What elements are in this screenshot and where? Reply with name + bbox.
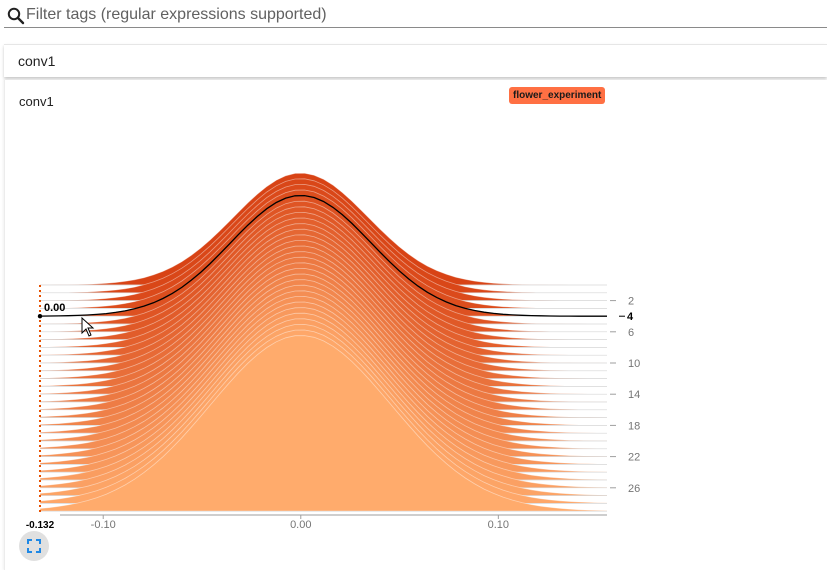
tag-group-title: conv1 <box>18 53 56 69</box>
tag-group-header[interactable]: conv1 <box>4 44 827 77</box>
y-tick-label: 6 <box>628 327 634 339</box>
hover-overlay: 0.00 4 -0.132 <box>26 194 634 531</box>
histogram-slice <box>39 335 608 512</box>
tag-filter-input[interactable] <box>26 4 816 26</box>
y-tick-label: 2 <box>628 296 634 308</box>
fullscreen-icon <box>27 539 41 553</box>
hover-step-line <box>39 194 607 317</box>
mouse-cursor-icon <box>81 316 95 337</box>
card-title: conv1 <box>19 94 54 109</box>
filter-underline <box>4 27 827 28</box>
x-axis: -0.10 0.00 0.10 <box>60 514 607 531</box>
y-tick-label: 14 <box>628 389 640 401</box>
x-tick-label: 0.10 <box>488 519 509 531</box>
search-icon <box>7 7 25 25</box>
tag-filter-bar <box>0 0 827 32</box>
hover-step-label: 4 <box>627 311 634 323</box>
y-tick-label: 18 <box>628 420 640 432</box>
fullscreen-button[interactable] <box>19 531 49 561</box>
hover-value-label: 0.00 <box>44 302 65 314</box>
y-tick-label: 26 <box>628 483 640 495</box>
y-tick-label: 10 <box>628 358 640 370</box>
hover-x-label: -0.132 <box>26 520 55 531</box>
x-tick-label: 0.00 <box>290 519 311 531</box>
y-tick-label: 22 <box>628 452 640 464</box>
run-badge: flower_experiment <box>509 87 606 104</box>
histogram-slices <box>39 172 608 512</box>
x-tick-label: -0.10 <box>91 519 116 531</box>
hover-point <box>37 314 43 319</box>
